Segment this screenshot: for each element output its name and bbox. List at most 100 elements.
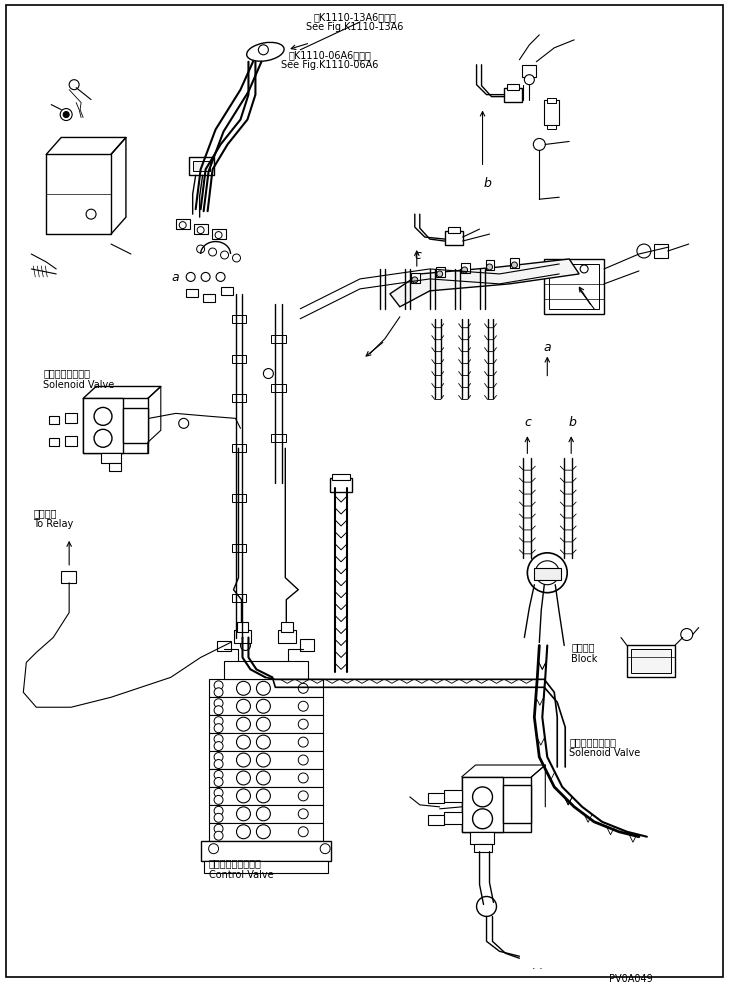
Bar [101, 454, 121, 463]
Bar [221, 287, 233, 295]
Bar [534, 568, 561, 580]
Circle shape [681, 628, 693, 641]
Circle shape [534, 138, 545, 151]
Bar [65, 436, 77, 447]
Circle shape [527, 553, 567, 593]
Circle shape [214, 752, 223, 761]
Circle shape [298, 683, 308, 693]
Circle shape [197, 246, 205, 253]
Bar [461, 777, 504, 832]
Circle shape [550, 265, 558, 273]
Bar [271, 334, 286, 343]
Text: Solenoid Valve: Solenoid Valve [569, 748, 641, 758]
Bar [448, 227, 459, 233]
Bar [474, 844, 491, 852]
Circle shape [461, 267, 467, 273]
Circle shape [257, 807, 270, 820]
Text: a: a [544, 341, 551, 354]
Circle shape [214, 777, 223, 787]
Text: 第K1110-13A6図参照: 第K1110-13A6図参照 [313, 12, 397, 22]
Bar [469, 832, 494, 844]
Circle shape [94, 407, 112, 425]
Bar [232, 544, 246, 552]
Bar [208, 734, 323, 751]
Bar [444, 811, 461, 823]
Bar [232, 445, 246, 453]
Bar [486, 260, 494, 270]
Bar [549, 264, 599, 309]
Circle shape [63, 111, 69, 117]
Circle shape [208, 248, 217, 256]
Bar [654, 245, 668, 258]
Bar [545, 259, 604, 314]
Bar [504, 785, 531, 822]
Text: See Fig.K1110-06A6: See Fig.K1110-06A6 [281, 60, 379, 70]
Circle shape [486, 264, 493, 270]
Text: To Relay: To Relay [34, 519, 74, 528]
Circle shape [214, 770, 223, 780]
Circle shape [535, 561, 559, 585]
Circle shape [236, 824, 251, 839]
Circle shape [236, 717, 251, 732]
Circle shape [236, 753, 251, 767]
Circle shape [257, 681, 270, 695]
Circle shape [214, 699, 223, 708]
Bar [428, 793, 444, 803]
Circle shape [214, 813, 223, 822]
Text: コントロールバルブ: コントロールバルブ [208, 859, 262, 869]
Bar [208, 805, 323, 822]
Bar [504, 88, 523, 102]
Bar [176, 219, 190, 229]
Circle shape [477, 896, 496, 916]
Circle shape [320, 844, 330, 854]
Bar [444, 790, 461, 802]
Text: See Fig.K1110-13A6: See Fig.K1110-13A6 [306, 22, 404, 32]
Circle shape [236, 789, 251, 803]
Circle shape [298, 755, 308, 765]
Circle shape [298, 738, 308, 747]
Text: Solenoid Valve: Solenoid Valve [43, 380, 114, 389]
Polygon shape [390, 259, 579, 307]
Bar [232, 394, 246, 402]
Bar [189, 158, 214, 176]
Text: Control Valve: Control Valve [208, 870, 273, 880]
Bar [545, 100, 559, 124]
Text: ブロック: ブロック [572, 643, 595, 653]
Circle shape [214, 688, 223, 697]
Circle shape [236, 807, 251, 820]
Circle shape [236, 771, 251, 785]
Bar [61, 571, 76, 583]
Circle shape [257, 789, 270, 803]
Circle shape [236, 699, 251, 713]
Circle shape [437, 271, 443, 277]
Bar [186, 289, 198, 297]
Text: 第K1110-06A6図参照: 第K1110-06A6図参照 [289, 50, 372, 60]
Circle shape [214, 807, 223, 815]
Bar [461, 263, 469, 273]
Circle shape [201, 272, 210, 281]
Bar [211, 229, 225, 239]
Bar [232, 355, 246, 363]
Circle shape [208, 844, 219, 854]
Bar [271, 434, 286, 443]
Bar [50, 439, 59, 447]
Bar [281, 621, 293, 631]
Circle shape [179, 222, 186, 229]
Circle shape [221, 251, 228, 259]
Circle shape [637, 245, 651, 258]
Bar [65, 413, 77, 423]
Bar [232, 315, 246, 322]
Circle shape [214, 824, 223, 833]
Circle shape [257, 824, 270, 839]
Bar [278, 629, 296, 644]
Circle shape [241, 641, 251, 651]
Bar [510, 258, 519, 268]
Circle shape [214, 759, 223, 768]
Text: ソレノイドバルブ: ソレノイドバルブ [43, 369, 90, 379]
Bar [83, 398, 123, 454]
Circle shape [214, 831, 223, 840]
Text: c: c [414, 249, 421, 262]
Bar [445, 231, 463, 246]
Circle shape [214, 706, 223, 715]
Circle shape [298, 719, 308, 730]
